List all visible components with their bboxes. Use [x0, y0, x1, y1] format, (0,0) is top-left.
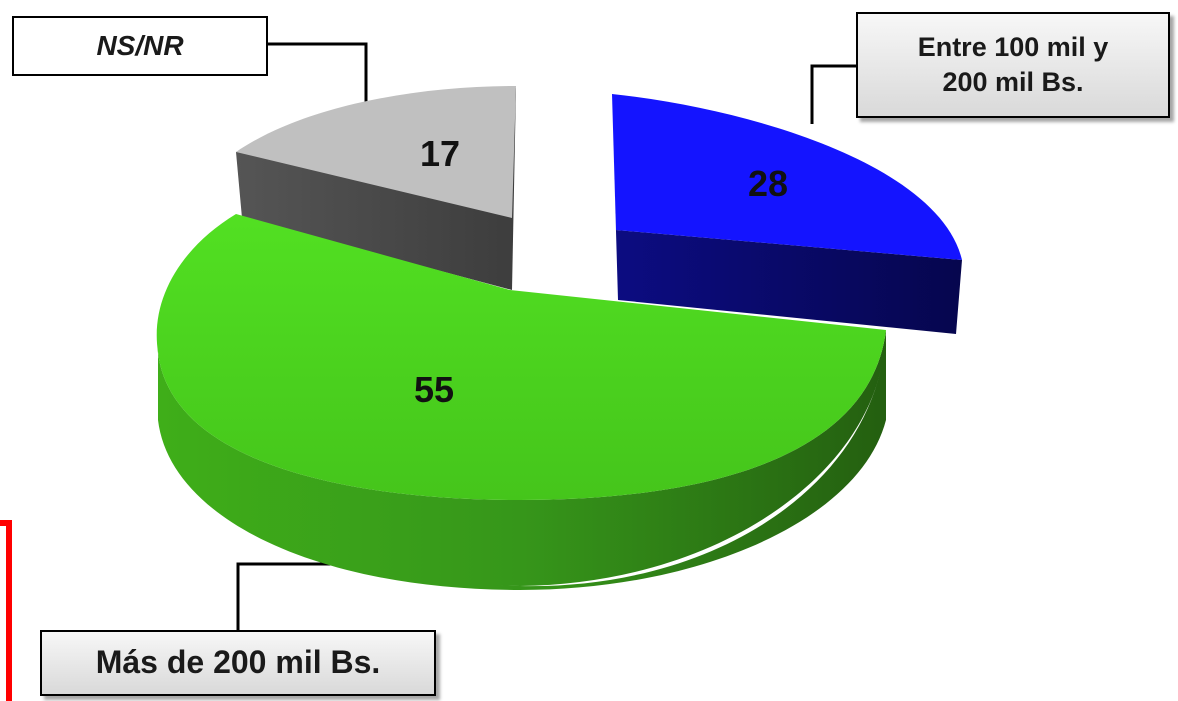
legend-callout-nsnr: NS/NR	[12, 16, 268, 76]
legend-callout-nsnr-text: NS/NR	[96, 29, 184, 61]
pie-slice-entre	[612, 94, 962, 334]
legend-callout-entre-line2: 200 mil Bs.	[942, 67, 1084, 97]
legend-callout-entre: Entre 100 mil y 200 mil Bs.	[856, 12, 1170, 118]
legend-callout-entre-line1: Entre 100 mil y	[917, 31, 1109, 62]
leader-line-entre	[810, 64, 858, 124]
pie-slice-mas	[156, 214, 887, 590]
pie-slice-nsnr	[236, 86, 516, 290]
leader-line-nsnr	[268, 42, 368, 104]
red-border-mark	[0, 520, 12, 701]
leader-line-mas	[236, 562, 356, 632]
pie-slice-mas-side-body	[158, 330, 886, 586]
legend-callout-mas: Más de 200 mil Bs.	[40, 630, 436, 696]
pie-slice-mas-top	[156, 214, 887, 500]
data-label-nsnr: 17	[420, 133, 460, 174]
pie-slice-entre-top	[612, 94, 962, 260]
data-label-entre: 28	[748, 163, 788, 204]
data-label-mas: 55	[414, 369, 454, 410]
legend-callout-mas-text: Más de 200 mil Bs.	[95, 644, 381, 681]
pie-slice-entre-side	[612, 94, 962, 334]
pie-slice-nsnr-top	[236, 86, 516, 218]
